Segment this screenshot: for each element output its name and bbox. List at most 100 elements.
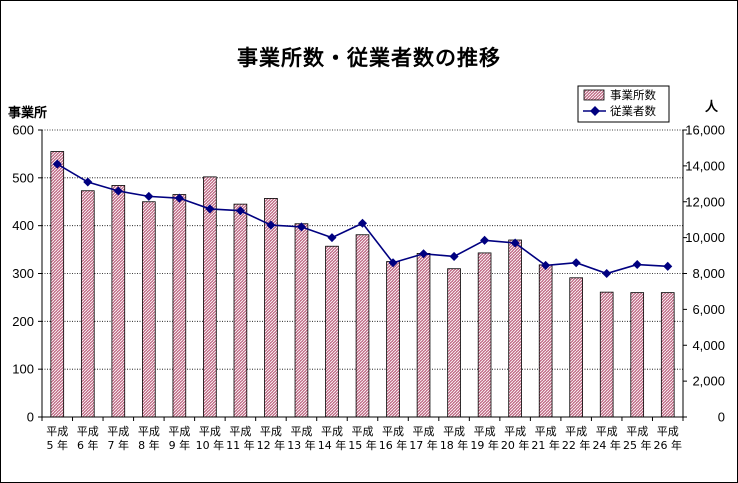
x-category-label-line2: 9 年	[169, 438, 191, 452]
x-category-label-line2: 7 年	[108, 438, 130, 452]
legend-bar-swatch	[583, 89, 605, 101]
left-tick-label: 600	[12, 123, 34, 138]
line-point	[632, 260, 642, 270]
x-category-label-line1: 平成	[474, 425, 496, 438]
bar	[660, 292, 675, 418]
bar	[447, 268, 461, 418]
line-point	[510, 238, 520, 248]
line-point	[602, 268, 612, 279]
x-category-label-line2: 18 年	[440, 438, 469, 452]
bar	[477, 252, 492, 418]
legend-label-bars: 事業所数	[610, 88, 656, 102]
bar	[569, 277, 583, 418]
x-category-label-line1: 平成	[626, 425, 648, 438]
x-category-label-line1: 平成	[352, 425, 374, 438]
bar	[80, 190, 95, 418]
left-tick-label: 400	[12, 218, 34, 233]
right-tick-label: 10,000	[685, 230, 725, 245]
x-category-label-line1: 平成	[290, 425, 312, 438]
bar	[264, 198, 278, 418]
line-point	[144, 191, 154, 201]
line-point	[266, 220, 276, 230]
line-point	[83, 177, 93, 187]
x-category-label-line1: 平成	[657, 425, 679, 438]
x-category-label-line1: 平成	[229, 425, 251, 438]
line-series	[52, 159, 673, 279]
x-category-label-line1: 平成	[413, 425, 435, 438]
line-point	[235, 206, 245, 216]
x-category-label-line1: 平成	[46, 425, 68, 438]
bar	[142, 201, 156, 418]
x-category-label-line1: 平成	[138, 425, 160, 438]
right-tick-label: 16,000	[685, 123, 725, 138]
right-tick-label: 8,000	[692, 266, 725, 281]
legend-label-line: 従業者数	[610, 104, 656, 118]
bar	[599, 291, 614, 418]
tick-labels: 0 100 200 300 400 500 600 0 2,000 4,000 6,000 8,000…	[12, 123, 725, 453]
left-axis-title: 事業所	[8, 106, 48, 121]
line-point	[449, 251, 459, 261]
chart-title: 事業所数・従業者数の推移	[237, 46, 501, 70]
x-category-label-line2: 19 年	[470, 438, 499, 452]
x-category-label-line1: 平成	[107, 425, 129, 438]
x-category-label-line1: 平成	[382, 425, 404, 438]
bar	[233, 203, 248, 418]
line-point	[480, 235, 490, 245]
x-category-label-line2: 16 年	[379, 438, 408, 452]
bar	[355, 234, 370, 418]
x-category-label-line2: 15 年	[348, 438, 377, 452]
left-tick-label: 0	[27, 410, 34, 425]
bar	[325, 245, 339, 418]
line-point	[571, 258, 581, 268]
x-category-label-line2: 21 年	[531, 438, 560, 452]
right-tick-label: 6,000	[692, 302, 725, 317]
x-category-label-line2: 24 年	[592, 438, 621, 452]
x-category-label-line2: 20 年	[501, 438, 530, 452]
x-category-label-line2: 14 年	[318, 438, 347, 452]
x-category-label-line2: 8 年	[138, 438, 160, 452]
bar	[508, 239, 522, 418]
bar-series	[50, 151, 675, 418]
x-category-label-line2: 10 年	[196, 438, 225, 452]
right-tick-label: 12,000	[685, 194, 725, 209]
right-tick-label: 0	[718, 410, 725, 425]
line-point	[52, 159, 62, 169]
x-category-label-line2: 26 年	[653, 438, 682, 452]
x-category-label-line1: 平成	[596, 425, 618, 438]
x-category-label-line1: 平成	[199, 425, 221, 438]
bar	[111, 185, 126, 418]
bar	[172, 194, 187, 418]
x-category-label-line1: 平成	[168, 425, 190, 438]
line-point	[663, 261, 673, 271]
x-category-label-line2: 12 年	[257, 438, 286, 452]
x-category-label-line1: 平成	[260, 425, 282, 438]
bar	[538, 264, 553, 418]
x-category-label-line2: 25 年	[623, 438, 652, 452]
right-tick-label: 4,000	[692, 338, 725, 353]
bar	[630, 292, 645, 418]
line-point	[113, 186, 123, 196]
x-category-label-line1: 平成	[321, 425, 343, 438]
x-category-label-line2: 11 年	[226, 438, 255, 452]
x-category-label-line2: 17 年	[409, 438, 438, 452]
bar	[294, 223, 309, 418]
right-tick-label: 14,000	[685, 158, 725, 173]
line-point	[205, 204, 215, 214]
x-category-label-line2: 13 年	[287, 438, 316, 452]
x-category-label-line2: 5 年	[47, 438, 69, 452]
bar	[50, 151, 65, 418]
x-category-label-line1: 平成	[535, 425, 557, 438]
left-tick-label: 100	[12, 362, 34, 377]
left-tick-label: 500	[12, 170, 34, 185]
x-category-label-line1: 平成	[565, 425, 587, 438]
left-tick-label: 300	[12, 266, 34, 281]
legend-diamond-marker	[590, 106, 600, 116]
x-category-label-line2: 6 年	[77, 438, 99, 452]
bar	[386, 261, 400, 418]
x-category-label-line1: 平成	[77, 425, 99, 438]
line-point	[327, 233, 337, 243]
right-axis-title: 人	[705, 100, 719, 115]
x-category-label-line2: 22 年	[562, 438, 591, 452]
x-category-label-line1: 平成	[443, 425, 465, 438]
